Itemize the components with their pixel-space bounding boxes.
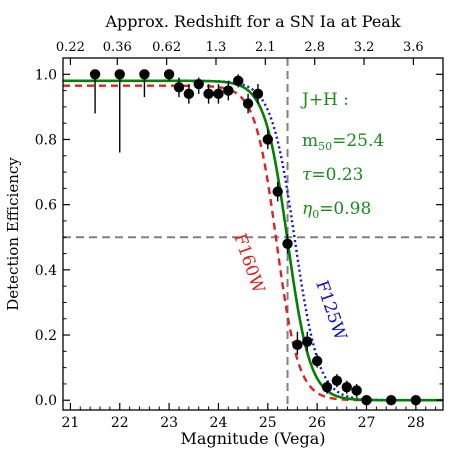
tau-annotation: τ=0.23 xyxy=(302,165,364,185)
m50-annotation: m50=25.4 xyxy=(302,131,384,153)
y-axis-label: Detection Efficiency xyxy=(4,157,22,311)
data-point-23 xyxy=(361,395,372,406)
top-tick-label: 0.22 xyxy=(56,40,85,55)
data-point-8 xyxy=(213,88,224,100)
y-tick-label: 0.2 xyxy=(35,328,57,344)
fit-annotation: J+H : m50=25.4 τ=0.23 η0=0.98 xyxy=(300,90,384,221)
data-point-1 xyxy=(114,69,125,80)
data-point-19 xyxy=(321,381,333,393)
x-tick-label: 24 xyxy=(210,415,228,431)
y-tick-label: 0.8 xyxy=(35,132,57,148)
data-point-17 xyxy=(302,336,313,347)
m50-subscript: 50 xyxy=(318,140,332,153)
x-tick-label: 23 xyxy=(160,415,178,431)
data-point-11 xyxy=(242,98,254,109)
y-tick-label: 1.0 xyxy=(35,67,57,83)
x-tick-label: 26 xyxy=(308,415,326,431)
x-tick-label: 27 xyxy=(358,415,376,431)
data-point-25 xyxy=(410,395,422,406)
x-tick-label: 25 xyxy=(259,415,277,431)
top-tick-label: 1.3 xyxy=(206,40,227,55)
top-tick-label: 0.62 xyxy=(152,40,181,55)
x-axis-label: Magnitude (Vega) xyxy=(181,429,326,448)
data-point-13 xyxy=(262,134,274,145)
y-tick-label: 0.4 xyxy=(35,263,57,279)
eta-annotation: η0=0.98 xyxy=(302,199,371,221)
data-point-20 xyxy=(331,375,343,386)
x-tick-label: 21 xyxy=(61,415,79,431)
m50-prefix: m xyxy=(302,131,318,151)
f125w-label: F125W xyxy=(311,278,350,343)
data-point-9 xyxy=(223,85,234,96)
eta-value: =0.98 xyxy=(319,199,371,219)
fit-title: J+H : xyxy=(300,90,349,110)
data-point-21 xyxy=(341,381,352,393)
data-point-15 xyxy=(282,238,293,249)
data-point-12 xyxy=(252,88,264,100)
data-point-3 xyxy=(163,69,175,80)
y-tick-label: 0.6 xyxy=(35,198,57,214)
y-tick-label: 0.0 xyxy=(35,393,57,409)
data-point-2 xyxy=(139,69,150,80)
eta-subscript: 0 xyxy=(312,208,319,221)
m50-value: =25.4 xyxy=(332,131,384,151)
top-tick-label: 0.36 xyxy=(103,40,132,55)
top-tick-label: 3.6 xyxy=(403,40,424,55)
plot-frame xyxy=(62,57,444,411)
tau-symbol: τ xyxy=(302,165,312,185)
data-point-16 xyxy=(292,339,303,351)
fit-curve-f125w xyxy=(63,79,443,402)
data-point-6 xyxy=(193,78,204,90)
top-tick-label: 2.1 xyxy=(255,40,276,55)
top-axis-label: Approx. Redshift for a SN Ia at Peak xyxy=(104,12,400,31)
x-tick-label: 22 xyxy=(111,415,129,431)
data-point-14 xyxy=(272,186,283,197)
data-point-24 xyxy=(385,395,397,406)
data-point-4 xyxy=(173,82,185,93)
f160w-label: F160W xyxy=(229,231,268,296)
data-point-22 xyxy=(351,385,362,396)
data-point-18 xyxy=(311,355,323,367)
data-point-10 xyxy=(232,75,244,87)
axis-ticks: 21 22 23 24 25 26 27 28 0.0 0.2 0.4 0.6 0.8 1.0 0.22 0.… xyxy=(35,40,443,431)
top-tick-label: 3.2 xyxy=(354,40,375,55)
data-point-0 xyxy=(89,69,101,80)
x-tick-label: 28 xyxy=(407,415,425,431)
eta-symbol: η xyxy=(302,199,313,219)
data-point-7 xyxy=(203,88,214,100)
data-point-5 xyxy=(183,88,195,100)
tau-value: =0.23 xyxy=(311,165,363,185)
data-points xyxy=(89,69,422,406)
top-tick-label: 2.8 xyxy=(304,40,325,55)
